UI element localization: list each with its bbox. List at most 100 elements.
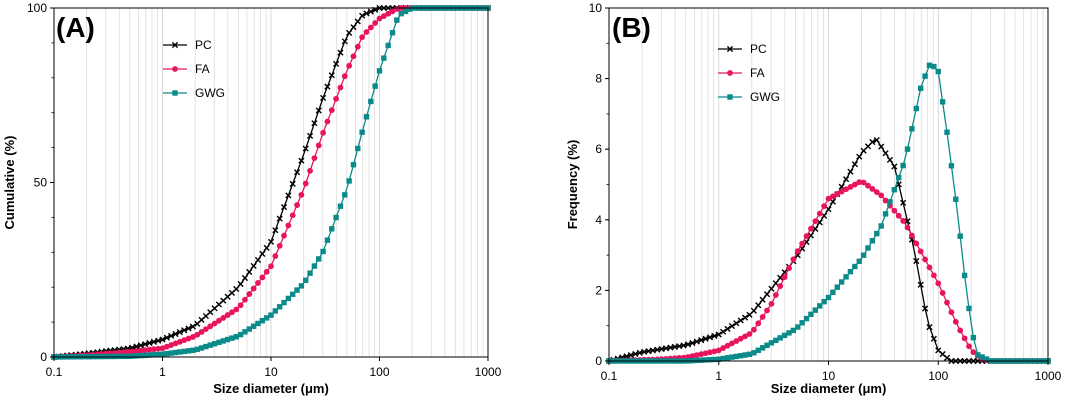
data-point (707, 349, 713, 356)
x-tick-label: 0.1 (601, 369, 618, 383)
data-point (715, 331, 722, 338)
data-point (786, 265, 792, 272)
data-point (851, 161, 858, 168)
data-point (177, 349, 183, 355)
data-point (737, 335, 744, 342)
data-point (808, 225, 814, 232)
data-point (306, 132, 314, 139)
data-point (891, 163, 898, 170)
data-point (755, 320, 762, 327)
data-point (720, 328, 727, 335)
data-point (979, 354, 985, 360)
data-point (886, 156, 894, 163)
data-point (263, 268, 270, 275)
data-point (276, 304, 283, 310)
data-point (904, 218, 911, 225)
x-tick-label: 100 (928, 369, 948, 383)
data-point (830, 289, 836, 296)
data-point (781, 274, 788, 281)
data-point (702, 350, 709, 357)
data-point (733, 320, 740, 327)
data-point (272, 253, 279, 259)
data-point (307, 167, 313, 174)
data-point (320, 248, 326, 255)
data-point (821, 203, 828, 210)
data-point (904, 146, 911, 152)
data-point (159, 336, 166, 343)
x-tick-label: 1 (715, 369, 722, 383)
data-point (623, 353, 630, 360)
legend-marker (726, 45, 734, 53)
data-point (316, 256, 322, 262)
data-point (328, 107, 335, 114)
data-point (268, 263, 274, 270)
data-point (311, 120, 318, 127)
panel-a: 0.1 1 10 100 1000 0 50 100 Size diameter (μm) Cum… (2, 1, 502, 396)
data-point (246, 268, 253, 276)
data-point (751, 350, 757, 356)
data-point (768, 285, 775, 292)
data-point (337, 84, 344, 91)
data-point (869, 138, 876, 146)
data-point (698, 351, 705, 358)
data-point (194, 331, 201, 338)
data-point (873, 189, 880, 196)
data-point (772, 292, 779, 298)
data-point (961, 272, 968, 279)
data-point (693, 338, 700, 345)
data-point (259, 317, 266, 324)
data-point (368, 98, 374, 105)
data-point (913, 257, 920, 265)
legend-marker (172, 90, 178, 96)
data-point (276, 215, 283, 222)
data-point (834, 191, 841, 197)
data-point (900, 218, 907, 224)
data-point (402, 8, 409, 15)
data-point (354, 18, 361, 25)
data-point (742, 352, 748, 358)
data-point (324, 118, 331, 125)
data-point (843, 274, 849, 280)
data-point (856, 153, 863, 160)
legend-marker (727, 94, 733, 100)
data-point (909, 126, 915, 132)
data-point (627, 352, 635, 359)
data-point (860, 179, 867, 186)
data-point (172, 330, 179, 338)
data-point (689, 339, 696, 347)
x-tick-label: 100 (369, 365, 389, 379)
data-point (337, 203, 344, 209)
data-point (367, 24, 374, 31)
data-point (816, 210, 823, 217)
data-point (189, 323, 196, 330)
data-point (259, 250, 266, 257)
data-point (944, 299, 950, 306)
data-point (329, 226, 335, 232)
x-tick-label: 0.1 (46, 365, 63, 379)
x-tick-label: 1000 (1035, 369, 1062, 383)
data-point (293, 169, 301, 176)
data-point (869, 186, 876, 192)
data-point (917, 281, 924, 288)
data-point (720, 355, 726, 362)
data-point (852, 263, 858, 270)
data-point (116, 353, 122, 360)
data-point (250, 262, 257, 270)
data-point (874, 230, 880, 237)
data-point (350, 162, 357, 168)
data-point (207, 342, 213, 348)
data-point (882, 150, 889, 157)
data-point (851, 181, 858, 188)
panel-label: (B) (612, 12, 651, 43)
data-point (799, 240, 806, 247)
data-point (935, 280, 942, 287)
data-point (689, 353, 696, 359)
data-point (120, 353, 127, 360)
data-point (137, 347, 144, 354)
data-point (385, 42, 391, 49)
data-point (302, 145, 309, 152)
data-point (847, 183, 854, 190)
data-point (878, 223, 884, 229)
data-point (895, 212, 902, 219)
data-point (346, 178, 352, 184)
